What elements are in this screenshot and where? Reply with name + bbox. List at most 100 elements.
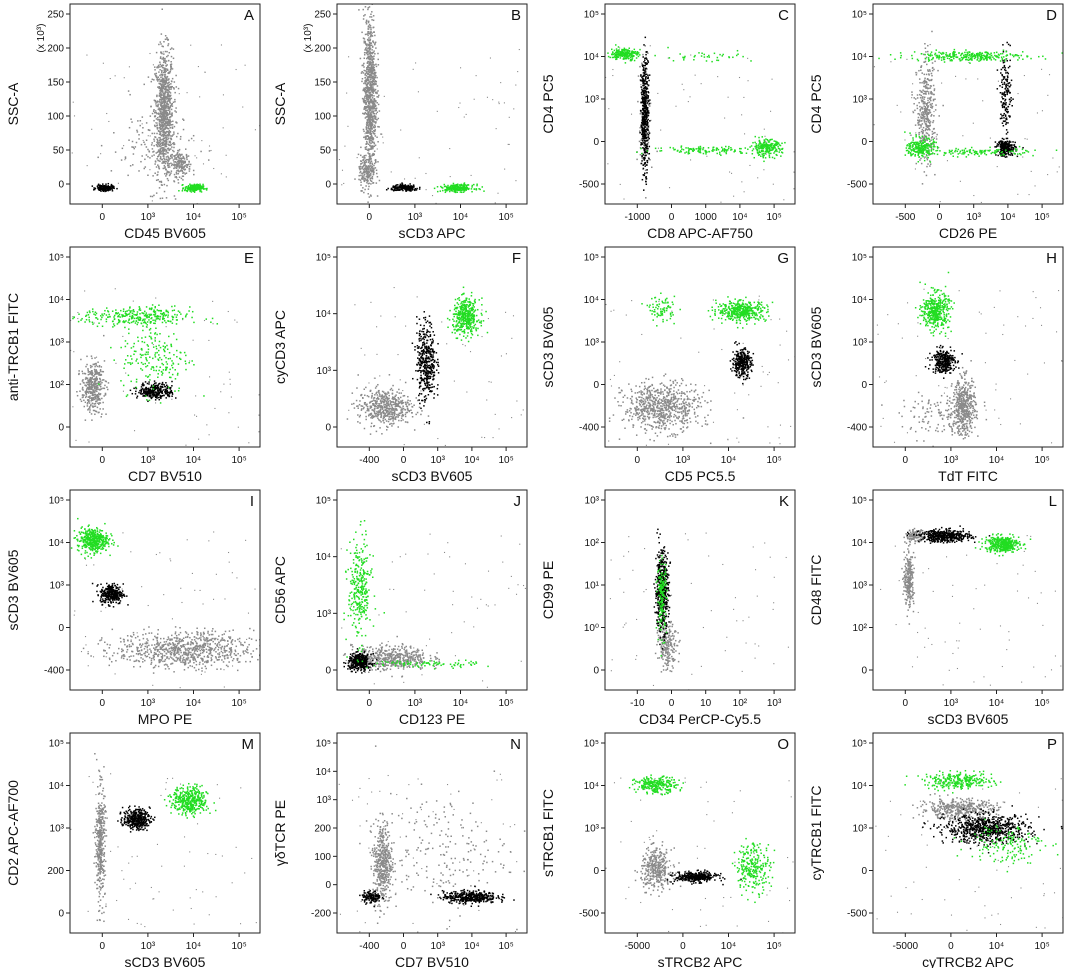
event-dot-gray <box>919 89 921 92</box>
event-dot-gray <box>168 111 171 114</box>
event-dot <box>86 54 88 56</box>
event-dot <box>906 58 908 60</box>
event-dot-gray <box>365 100 367 102</box>
event-dot-gray <box>919 81 921 84</box>
event-dot-gray <box>378 126 380 128</box>
event-dot-gray <box>367 28 370 30</box>
event-dot-gray <box>168 97 171 100</box>
event-dot <box>900 111 902 113</box>
event-dot-gray <box>154 172 156 174</box>
event-dot-gray <box>645 143 647 145</box>
event-dot-green <box>760 147 763 149</box>
event-dot-gray <box>184 148 187 150</box>
event-dot-green <box>765 150 767 153</box>
event-dot-gray <box>369 116 371 118</box>
event-dot-black <box>385 189 388 191</box>
event-dot <box>382 142 384 144</box>
event-dot-gray <box>162 67 165 69</box>
event-dot-green <box>683 59 685 61</box>
event-dot-gray <box>922 138 924 141</box>
event-dot-gray <box>159 63 162 66</box>
event-dot-gray <box>173 161 175 163</box>
event-dot-gray <box>370 160 373 163</box>
event-dot-green <box>730 146 732 149</box>
event-dot-green <box>756 146 758 148</box>
event-dot-green <box>773 143 776 146</box>
event-dot-green <box>186 190 189 193</box>
event-dot-gray <box>369 70 372 72</box>
event-dot-gray <box>170 162 172 165</box>
event-dot-gray <box>172 142 174 145</box>
event-dot-green <box>698 151 700 154</box>
event-dots <box>605 36 795 204</box>
event-dot-gray <box>161 158 163 161</box>
event-dot-green <box>621 50 624 53</box>
event-dot-gray <box>363 175 365 177</box>
event-dot-gray <box>368 71 371 74</box>
event-dot <box>904 139 906 141</box>
event-dot-black <box>645 117 648 119</box>
event-dot-gray <box>363 62 365 65</box>
event-dot-gray <box>924 135 926 137</box>
event-dot-gray <box>165 68 167 70</box>
event-dot-gray <box>163 157 165 160</box>
event-dot-black <box>645 129 647 131</box>
event-dot-green <box>778 148 781 150</box>
event-dot-gray <box>180 159 182 162</box>
event-dot-green <box>713 149 715 151</box>
event-dot-green <box>682 57 685 59</box>
event-dot-gray <box>366 65 369 67</box>
event-dot-gray <box>362 8 364 11</box>
event-dot-green <box>189 190 191 192</box>
event-dot-black <box>645 100 647 102</box>
event-dot-green <box>705 150 707 152</box>
event-dot-gray <box>638 130 641 132</box>
event-dot-gray <box>934 98 936 100</box>
event-dot-green <box>756 151 759 154</box>
event-dot-black <box>641 93 643 96</box>
event-dot-gray <box>370 119 373 121</box>
y-tick-label: 200 <box>314 44 331 55</box>
event-dot-gray <box>156 100 159 102</box>
event-dot-black <box>106 186 108 188</box>
event-dot-gray <box>920 130 923 133</box>
event-dot-black <box>647 100 650 103</box>
event-dot-gray <box>177 164 179 166</box>
event-dot-gray <box>372 78 374 80</box>
event-dot-gray <box>167 179 170 182</box>
y-tick-label: 100 <box>314 112 331 123</box>
event-dot-green <box>705 60 708 62</box>
event-dot-gray <box>182 161 184 164</box>
event-dot-gray <box>162 135 165 138</box>
event-dot-gray <box>155 72 158 75</box>
event-dot-black <box>109 186 112 188</box>
event-dot <box>772 183 774 185</box>
event-dot-gray <box>368 141 371 143</box>
event-dot-gray <box>161 147 164 149</box>
y-tick-label: 150 <box>47 78 64 89</box>
event-dot <box>155 122 157 124</box>
event-dot-black <box>647 112 650 114</box>
event-dot-gray <box>139 120 142 122</box>
event-dot-gray <box>376 91 378 94</box>
event-dot-gray <box>373 130 376 132</box>
event-dot-gray <box>921 100 923 103</box>
event-dot-gray <box>360 184 362 186</box>
event-dot-gray <box>178 157 180 159</box>
event-dot <box>1047 174 1049 176</box>
y-tick-label: -500 <box>579 180 599 191</box>
event-dot <box>733 195 735 197</box>
event-dot-gray <box>375 172 378 175</box>
event-dot-gray <box>165 112 168 115</box>
event-dot-gray <box>373 106 375 108</box>
event-dot <box>343 182 345 185</box>
event-dot-black <box>411 187 414 189</box>
event-dot-green <box>619 51 621 53</box>
event-dot-gray <box>163 125 165 127</box>
x-tick-label: 10⁵ <box>766 212 781 223</box>
event-dot-gray <box>369 31 372 33</box>
event-dot-gray <box>367 168 370 170</box>
event-dot-gray <box>179 157 181 160</box>
event-dot-green <box>761 147 764 150</box>
event-dot-gray <box>925 113 928 116</box>
